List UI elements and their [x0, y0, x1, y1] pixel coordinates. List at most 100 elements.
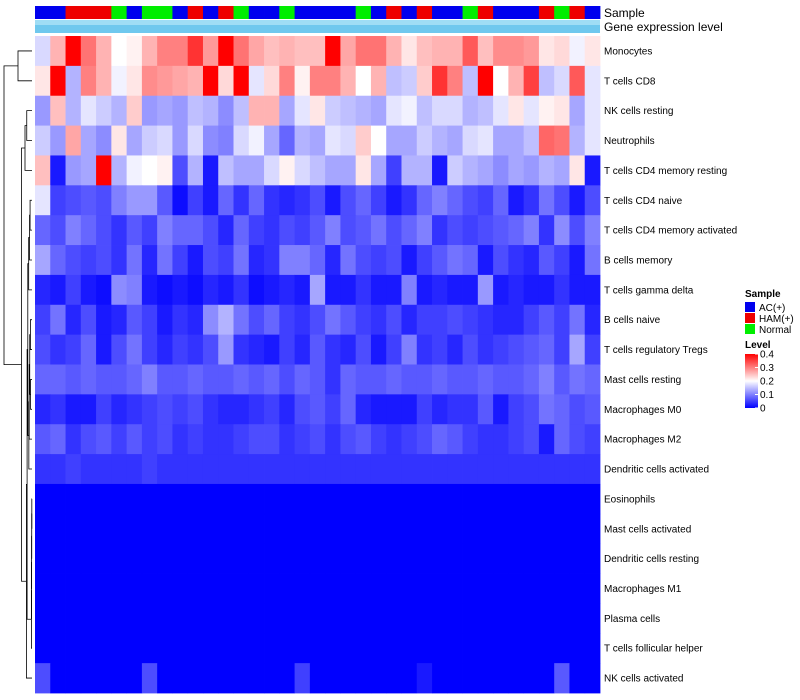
- heatmap-cell: [50, 36, 66, 67]
- heatmap-cell: [172, 155, 189, 186]
- heatmap-cell: [96, 95, 112, 126]
- heatmap-cell: [233, 543, 250, 574]
- heatmap-cell: [325, 95, 341, 126]
- heatmap-cell: [309, 215, 326, 246]
- heatmap-cell: [340, 603, 357, 634]
- heatmap-cell: [569, 394, 586, 425]
- heatmap-cell: [172, 513, 189, 545]
- heatmap-cell: [493, 424, 509, 455]
- heatmap-cell: [65, 215, 82, 246]
- heatmap-cell: [141, 125, 158, 156]
- heatmap-cell: [50, 603, 66, 634]
- heatmap-cell: [340, 185, 357, 216]
- heatmap-cell: [248, 513, 265, 545]
- heatmap-cell: [80, 95, 97, 126]
- heatmap-cell: [569, 65, 586, 97]
- heatmap-cell: [340, 274, 357, 306]
- heatmap-cell: [264, 483, 280, 515]
- heatmap-cell: [35, 36, 51, 67]
- row-label: T cells gamma delta: [604, 285, 694, 296]
- sample-annotation-cell: [477, 6, 494, 19]
- heatmap-cell: [187, 454, 204, 485]
- heatmap-cell: [126, 513, 143, 545]
- heatmap-cell: [187, 95, 204, 126]
- heatmap-cell: [248, 334, 265, 365]
- heatmap-cell: [187, 364, 204, 395]
- heatmap-cell: [202, 603, 219, 634]
- heatmap-cell: [35, 394, 51, 425]
- heatmap-cell: [126, 573, 143, 604]
- heatmap-cell: [554, 185, 570, 216]
- heatmap-cell: [370, 245, 387, 276]
- dendrogram-branch: [21, 147, 27, 582]
- heatmap-cell: [554, 483, 570, 515]
- heatmap-cell: [401, 394, 418, 425]
- heatmap-cell: [218, 424, 234, 455]
- heatmap-cell: [447, 483, 463, 515]
- heatmap-cell: [233, 424, 250, 455]
- heatmap-cell: [126, 95, 143, 126]
- heatmap-cell: [96, 633, 112, 664]
- heatmap-cell: [111, 215, 128, 246]
- heatmap-cell: [111, 245, 128, 276]
- heatmap-cell: [325, 245, 341, 276]
- heatmap-cell: [50, 663, 66, 694]
- heatmap-cell: [111, 543, 128, 574]
- heatmap-cell: [370, 543, 387, 574]
- heatmap-cell: [355, 274, 372, 306]
- annotation-label-sample: Sample: [604, 6, 645, 20]
- heatmap-cell: [340, 424, 357, 455]
- heatmap-cell: [554, 155, 570, 186]
- heatmap-cell: [538, 36, 555, 67]
- heatmap-cell: [80, 65, 97, 97]
- heatmap-cell: [508, 215, 525, 246]
- heatmap-cell: [493, 663, 509, 694]
- heatmap-cell: [65, 394, 82, 425]
- heatmap-cell: [65, 274, 82, 306]
- heatmap-cell: [477, 483, 494, 515]
- heatmap-cell: [386, 394, 402, 425]
- heatmap-cell: [80, 454, 97, 485]
- heatmap-cell: [493, 603, 509, 634]
- heatmap-cell: [35, 274, 51, 306]
- heatmap-cell: [279, 513, 295, 545]
- heatmap-cell: [416, 334, 433, 365]
- heatmap-cell: [96, 394, 112, 425]
- heatmap-cell: [218, 334, 234, 365]
- heatmap-cell: [80, 394, 97, 425]
- heatmap-cell: [187, 304, 204, 336]
- heatmap-cell: [523, 245, 540, 276]
- heatmap-cell: [538, 633, 555, 664]
- heatmap-cell: [279, 215, 295, 246]
- heatmap-cell: [172, 663, 189, 694]
- legend-sample-label: AC(+): [759, 303, 785, 314]
- heatmap-cell: [523, 543, 540, 574]
- heatmap-cell: [432, 543, 448, 574]
- heatmap-cell: [584, 274, 601, 306]
- heatmap-cell: [508, 633, 525, 664]
- heatmap-cell: [370, 603, 387, 634]
- heatmap-cell: [462, 364, 479, 395]
- heatmap-cell: [432, 454, 448, 485]
- heatmap-cell: [187, 65, 204, 97]
- heatmap-cell: [248, 603, 265, 634]
- heatmap-cell: [584, 424, 601, 455]
- heatmap-cell: [96, 36, 112, 67]
- heatmap-cell: [416, 185, 433, 216]
- heatmap-cell: [248, 454, 265, 485]
- heatmap-cell: [432, 394, 448, 425]
- heatmap-cell: [493, 543, 509, 574]
- heatmap-cell: [493, 36, 509, 67]
- heatmap-cell: [523, 603, 540, 634]
- heatmap-cell: [462, 125, 479, 156]
- heatmap-cell: [187, 185, 204, 216]
- heatmap-cell: [340, 454, 357, 485]
- heatmap-cell: [401, 155, 418, 186]
- heatmap-cell: [96, 304, 112, 336]
- heatmap-cell: [432, 155, 448, 186]
- heatmap-cell: [218, 65, 234, 97]
- heatmap-cell: [264, 454, 280, 485]
- heatmap-cell: [508, 603, 525, 634]
- heatmap-cell: [401, 215, 418, 246]
- heatmap-cell: [157, 245, 173, 276]
